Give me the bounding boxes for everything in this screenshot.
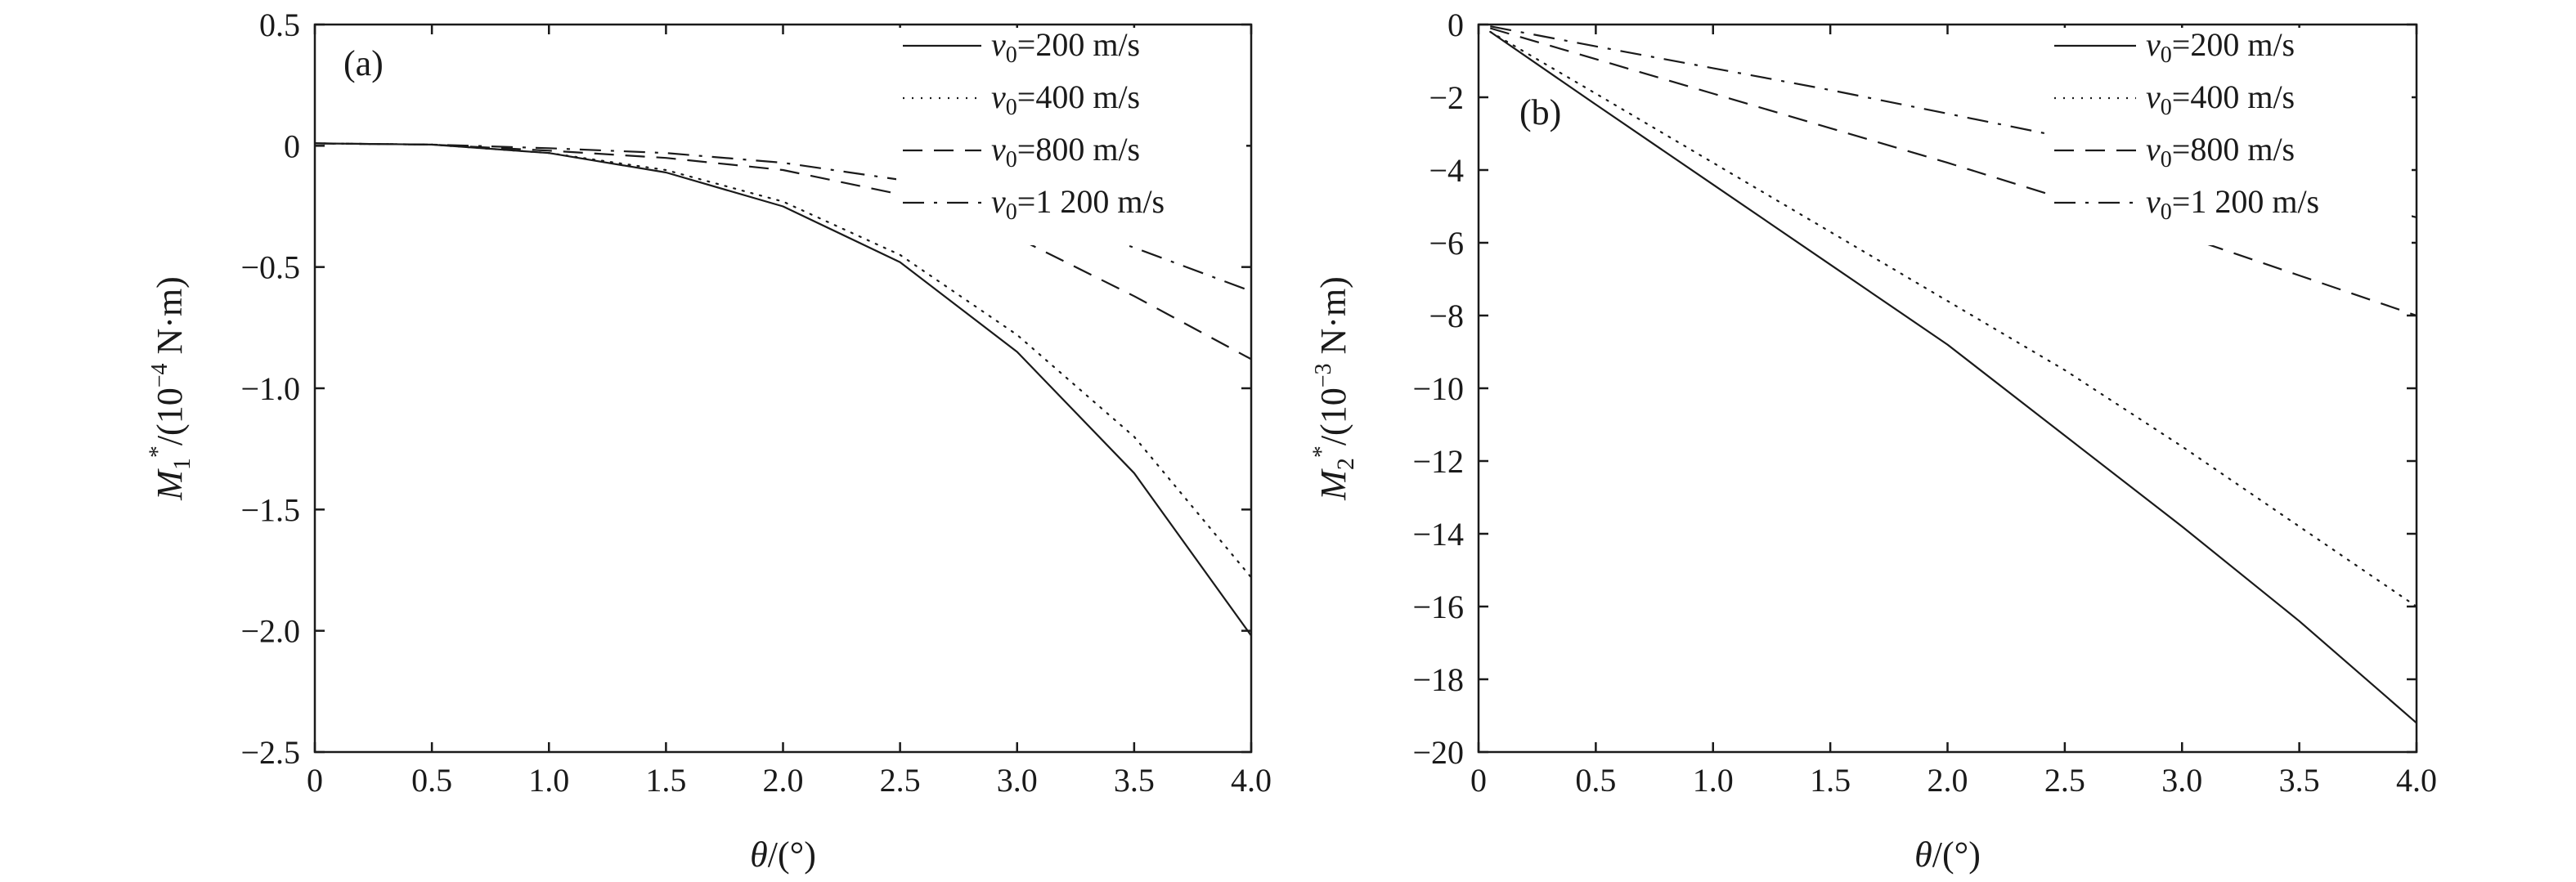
- series-line-dashed: [1489, 27, 2417, 317]
- x-tick-label: 4.0: [2396, 762, 2437, 799]
- y-tick-label: −2.0: [240, 613, 300, 650]
- y-tick-label: −2: [1429, 79, 1464, 116]
- x-tick-label: 2.5: [880, 762, 921, 799]
- series-line-dashed: [315, 142, 1251, 360]
- x-tick-label: 0.5: [411, 762, 452, 799]
- legend-background: [2048, 28, 2412, 245]
- x-axis-title: θ/(°): [750, 835, 816, 875]
- x-tick-label: 3.0: [2161, 762, 2202, 799]
- legend-entry: v0=200 m/s: [2146, 26, 2295, 68]
- legend-entry: v0=400 m/s: [991, 78, 1140, 120]
- y-tick-label: −20: [1412, 734, 1464, 771]
- x-tick-label: 1.5: [1810, 762, 1851, 799]
- legend-entry: v0=400 m/s: [2146, 78, 2295, 120]
- x-tick-label: 3.0: [997, 762, 1038, 799]
- y-tick-label: −8: [1429, 298, 1464, 334]
- x-tick-label: 1.5: [645, 762, 686, 799]
- x-tick-label: 2.0: [763, 762, 804, 799]
- legend: v0=200 m/s v0=400 m/s v0=800 m/s v0=1 200 m…: [896, 26, 1246, 245]
- y-tick-label: −2.5: [240, 734, 300, 771]
- y-tick-label: −1.5: [240, 491, 300, 528]
- x-axis-title: θ/(°): [1914, 835, 1981, 875]
- y-tick-label: −16: [1412, 589, 1464, 625]
- legend-entry: v0=200 m/s: [991, 26, 1140, 68]
- y-tick-label: −6: [1429, 225, 1464, 262]
- x-tick-label: 1.0: [528, 762, 569, 799]
- chart-panel-2: 0 0.5 1.0 1.5 2.0 2.5 3.0 3.5 4.0 0 −2 −4 −6 −8 −10 −12…: [1308, 7, 2437, 875]
- y-axis-title: M2*/(10−3 N·m): [1308, 276, 1359, 501]
- series-line-dashdot: [1490, 25, 2417, 218]
- series-line-solid: [1489, 30, 2417, 724]
- chart-panel-1: 0 0.5 1.0 1.5 2.0 2.5 3.0 3.5 4.0 0.5 0 −0.5 −1.0 −1.…: [144, 7, 1272, 875]
- panel-label: (b): [1519, 92, 1561, 132]
- y-tick-label: −18: [1412, 661, 1464, 698]
- legend-entry: v0=800 m/s: [2146, 131, 2295, 172]
- x-tick-label: 0: [1470, 762, 1487, 799]
- x-tick-label: 1.0: [1693, 762, 1734, 799]
- legend-entry: v0=1 200 m/s: [2146, 183, 2319, 225]
- legend: v0=200 m/s v0=400 m/s v0=800 m/s v0=1 200 m…: [2048, 26, 2412, 245]
- y-tick-label: −14: [1412, 516, 1464, 553]
- y-tick-label: −0.5: [240, 249, 300, 286]
- x-tick-label: 0: [307, 762, 323, 799]
- x-tick-label: 3.5: [2279, 762, 2320, 799]
- series-line-dotted: [315, 142, 1251, 579]
- legend-background: [896, 28, 1246, 245]
- x-tick-label: 3.5: [1114, 762, 1155, 799]
- y-tick-label: 0: [1447, 7, 1464, 43]
- y-axis-title: M1*/(10−4 N·m): [144, 276, 195, 501]
- legend-entry: v0=800 m/s: [991, 131, 1140, 172]
- legend-entry: v0=1 200 m/s: [991, 183, 1165, 225]
- x-tick-label: 0.5: [1575, 762, 1616, 799]
- x-tick-label: 2.0: [1928, 762, 1968, 799]
- y-tick-label: 0: [284, 128, 300, 164]
- y-tick-label: 0.5: [259, 7, 300, 43]
- x-tick-label: 4.0: [1231, 762, 1272, 799]
- y-tick-label: −4: [1429, 152, 1464, 189]
- y-tick-label: −1.0: [240, 370, 300, 407]
- series-line-dotted: [1489, 30, 2417, 608]
- y-tick-label: −12: [1412, 443, 1464, 480]
- y-tick-label: −10: [1412, 370, 1464, 407]
- x-tick-label: 2.5: [2044, 762, 2085, 799]
- panel-label: (a): [343, 43, 384, 83]
